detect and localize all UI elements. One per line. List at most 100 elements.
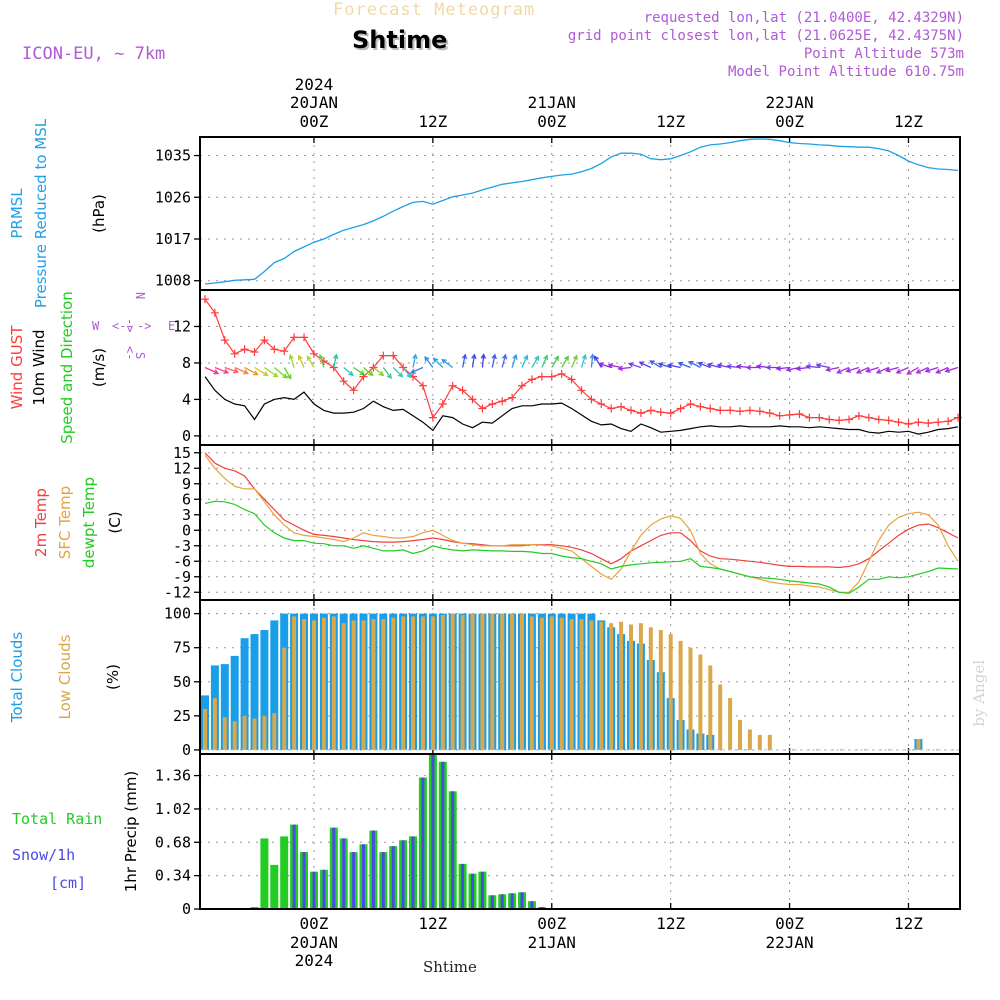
wind-direction-arrow (283, 367, 292, 380)
low-cloud-bar (599, 621, 604, 750)
snow-bar (421, 777, 425, 909)
info-point-altitude: Point Altitude 573m (803, 46, 964, 62)
gust-marker (379, 351, 388, 360)
gust-marker (458, 386, 467, 395)
y-tick-label: -12 (164, 583, 191, 601)
x-bottom-label: 12Z (656, 914, 685, 933)
low-cloud-bar (252, 718, 257, 750)
x-bottom-label: 00Z (775, 914, 804, 933)
gust-marker (468, 395, 477, 404)
gust-marker (418, 381, 427, 390)
low-cloud-bar (767, 734, 772, 750)
wind-direction-arrow (855, 366, 870, 374)
legend-total-rain: Total Rain (12, 810, 102, 828)
panel-ylabel: 10m Wind (30, 329, 48, 405)
low-cloud-bar (331, 616, 336, 750)
gust-marker (845, 415, 854, 424)
wind-direction-arrow (471, 353, 477, 368)
low-cloud-bar (688, 647, 693, 750)
panel-ylabel: Total Clouds (8, 632, 26, 724)
wind-direction-arrow (594, 355, 602, 368)
low-cloud-bar (549, 616, 554, 750)
gust-marker (260, 336, 269, 345)
gust-marker (339, 377, 348, 386)
info-requested-lonlat: requested lon,lat (21.0400E, 42.4329N) (643, 10, 964, 26)
gust-marker (825, 415, 834, 424)
wind-direction-arrow (906, 366, 919, 375)
gust-marker (527, 375, 536, 384)
gust-marker (854, 411, 863, 420)
gust-marker (607, 404, 616, 413)
gust-marker (736, 407, 745, 416)
snow-bar (352, 852, 356, 909)
wind-direction-arrow (343, 367, 354, 377)
wind-direction-arrow (402, 367, 412, 379)
temp-line (204, 500, 959, 594)
gust-marker (745, 406, 754, 415)
x-bottom-label: 12Z (418, 914, 447, 933)
low-cloud-bar (401, 616, 406, 750)
y-tick-label: 50 (173, 673, 191, 691)
x-bottom-label: 2024 (295, 951, 334, 970)
low-cloud-bar (420, 616, 425, 750)
x-top-label: 21JAN (528, 93, 576, 112)
station-title: Shtime (352, 26, 448, 54)
wind-direction-arrow (825, 366, 840, 373)
wind-direction-arrow (865, 366, 879, 373)
compass-arrow-down: <- (123, 346, 137, 360)
y-tick-label: 1008 (155, 272, 191, 290)
model-label: ICON-EU, ~ 7km (22, 44, 166, 64)
wind-direction-arrow (441, 358, 454, 369)
gust-marker (884, 416, 893, 425)
gust-marker (300, 333, 309, 342)
y-tick-label: 12 (173, 459, 191, 477)
y-tick-label: 0 (182, 900, 191, 918)
total-cloud-bar (270, 620, 279, 750)
wind-direction-arrow (875, 366, 889, 374)
wind-direction-arrow (333, 353, 339, 368)
snow-bar (401, 840, 405, 909)
wind-direction-arrow (382, 367, 392, 379)
low-cloud-bar (282, 647, 287, 750)
low-cloud-bar (391, 617, 396, 750)
snow-bar (441, 761, 445, 909)
gust-marker (349, 386, 358, 395)
low-cloud-bar (718, 684, 723, 750)
wind-direction-arrow (924, 366, 939, 373)
low-cloud-bar (609, 623, 614, 750)
gust-marker (874, 415, 883, 424)
compass-label-n: N (133, 292, 147, 299)
y-tick-label: 100 (164, 605, 191, 623)
y-tick-label: 0.68 (155, 833, 191, 851)
y-tick-label: 1017 (155, 230, 191, 248)
x-top-label: 12Z (656, 112, 685, 131)
snow-bar (461, 863, 465, 909)
low-cloud-bar (559, 617, 564, 750)
gust-marker (230, 349, 239, 358)
y-tick-label: 0 (182, 741, 191, 759)
low-cloud-bar (500, 613, 505, 750)
total-cloud-bar (230, 655, 239, 750)
wind-direction-arrow (627, 362, 642, 369)
gust-marker (547, 372, 556, 381)
gust-marker (706, 404, 715, 413)
x-bottom-label: 22JAN (765, 933, 813, 952)
snow-bar (391, 846, 395, 909)
y-tick-label: -9 (173, 568, 191, 586)
wind-direction-arrow (895, 366, 909, 374)
gust-marker (636, 409, 645, 418)
wind-direction-arrow (805, 363, 820, 370)
wind-direction-arrow (677, 361, 691, 369)
x-axis-title: Shtime (423, 958, 477, 976)
wind-direction-arrow (409, 366, 424, 374)
low-cloud-bar (738, 719, 742, 750)
y-tick-label: 3 (182, 506, 191, 524)
y-tick-label: 0 (182, 427, 191, 445)
y-tick-label: 0 (182, 521, 191, 539)
wind-direction-arrow (706, 362, 721, 369)
snow-bar (312, 871, 316, 909)
x-bottom-label: 20JAN (290, 933, 338, 952)
panel-ylabel: dewpt Temp (80, 477, 98, 568)
wind-direction-arrow (935, 366, 949, 374)
low-cloud-bar (480, 613, 485, 750)
